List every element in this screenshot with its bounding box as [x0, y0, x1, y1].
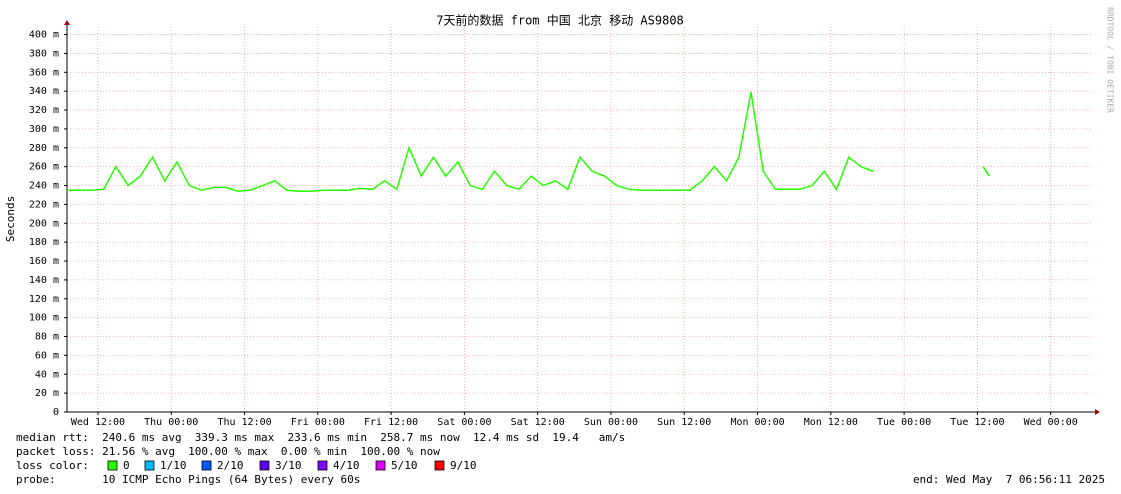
legend-swatch: [201, 460, 212, 471]
y-tick-label: 40 m: [35, 369, 59, 380]
y-tick-label: 160 m: [29, 256, 59, 267]
legend-swatch: [259, 460, 270, 471]
y-tick-label: 280 m: [29, 143, 59, 154]
legend-swatch: [107, 460, 118, 471]
x-tick-label: Fri 12:00: [364, 417, 418, 428]
legend-label: 4/10: [333, 459, 360, 472]
x-tick-label: Mon 00:00: [730, 417, 784, 428]
legend-label: 2/10: [217, 459, 244, 472]
stats-loss: packet loss: 21.56 % avg 100.00 % max 0.…: [16, 445, 440, 458]
axis-arrow: [64, 20, 70, 25]
legend-swatch: [317, 460, 328, 471]
x-tick-label: Sat 00:00: [437, 417, 491, 428]
x-tick-label: Sat 12:00: [511, 417, 565, 428]
y-tick-label: 220 m: [29, 199, 59, 210]
y-tick-label: 120 m: [29, 294, 59, 305]
y-tick-label: 260 m: [29, 162, 59, 173]
x-tick-label: Sun 00:00: [584, 417, 638, 428]
y-axis-label: Seconds: [4, 196, 17, 242]
legend-label: 9/10: [450, 459, 477, 472]
y-tick-label: 180 m: [29, 237, 59, 248]
stats-median: median rtt: 240.6 ms avg 339.3 ms max 23…: [16, 431, 625, 444]
y-tick-label: 0: [53, 407, 59, 418]
x-tick-label: Wed 00:00: [1024, 417, 1078, 428]
y-tick-label: 100 m: [29, 313, 59, 324]
x-tick-label: Sun 12:00: [657, 417, 711, 428]
x-tick-label: Tue 12:00: [950, 417, 1004, 428]
x-tick-label: Mon 12:00: [804, 417, 858, 428]
y-tick-label: 360 m: [29, 67, 59, 78]
chart-title: 7天前的数据 from 中国 北京 移动 AS9808: [436, 13, 684, 28]
side-text: RRDTOOL / TOBI OETIKER: [1106, 7, 1115, 113]
legend-label: 0: [123, 459, 130, 472]
median-line: [982, 166, 990, 177]
y-tick-label: 140 m: [29, 275, 59, 286]
legend-swatch: [434, 460, 445, 471]
x-tick-label: Thu 12:00: [217, 417, 271, 428]
y-tick-label: 240 m: [29, 181, 59, 192]
loss-color-label: loss color:: [16, 459, 89, 472]
x-tick-label: Thu 00:00: [144, 417, 198, 428]
x-tick-label: Wed 12:00: [71, 417, 125, 428]
legend-swatch: [375, 460, 386, 471]
y-tick-label: 20 m: [35, 388, 59, 399]
x-tick-label: Fri 00:00: [291, 417, 345, 428]
x-tick-label: Tue 00:00: [877, 417, 931, 428]
stats-end: end: Wed May 7 06:56:11 2025: [913, 473, 1105, 486]
y-tick-label: 200 m: [29, 218, 59, 229]
y-tick-label: 80 m: [35, 332, 59, 343]
y-tick-label: 300 m: [29, 124, 59, 135]
legend-label: 5/10: [391, 459, 418, 472]
legend-label: 3/10: [275, 459, 302, 472]
stats-probe: probe: 10 ICMP Echo Pings (64 Bytes) eve…: [16, 473, 360, 486]
axis-arrow: [1095, 409, 1100, 415]
y-tick-label: 380 m: [29, 48, 59, 59]
median-line: [67, 91, 874, 192]
legend-swatch: [144, 460, 155, 471]
y-tick-label: 400 m: [29, 30, 59, 41]
y-tick-label: 60 m: [35, 350, 59, 361]
legend-label: 1/10: [160, 459, 187, 472]
y-tick-label: 320 m: [29, 105, 59, 116]
y-tick-label: 340 m: [29, 86, 59, 97]
